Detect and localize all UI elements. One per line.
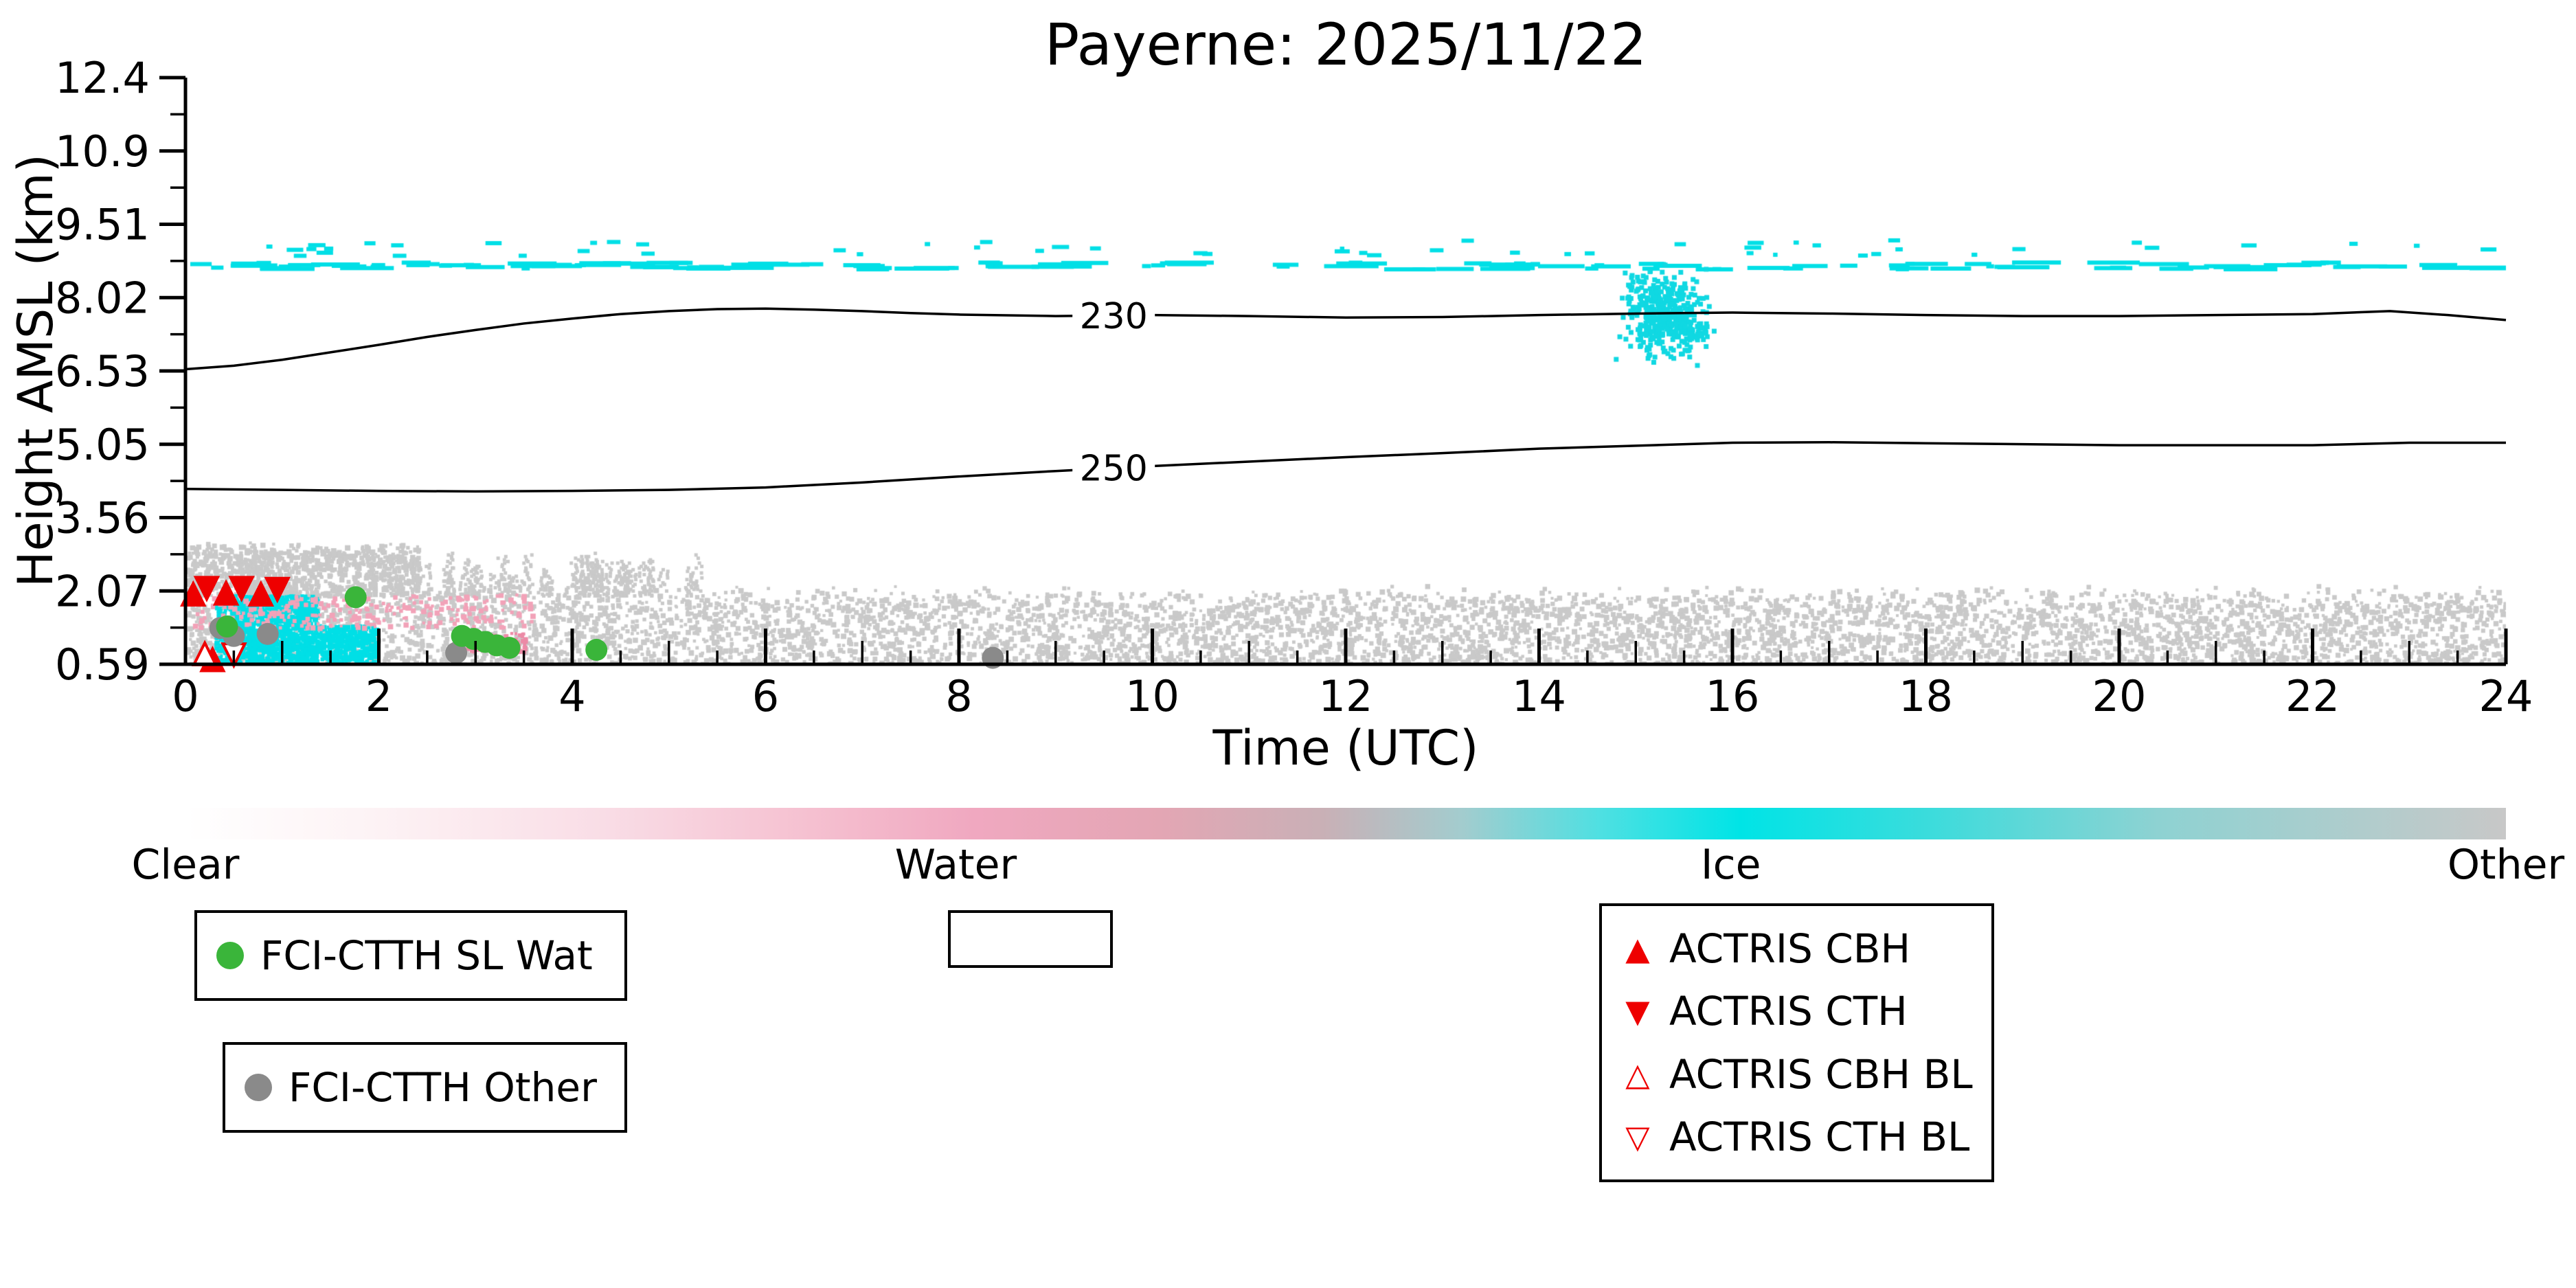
legend-row-actris-cbh-bl: △ ACTRIS CBH BL [1620, 1051, 1985, 1098]
colorbar-label-ice: Ice [1700, 841, 1761, 889]
svg-text:2.07: 2.07 [55, 566, 150, 616]
svg-text:20: 20 [2092, 671, 2147, 721]
legend-fci-sl-wat-label: FCI-CTTH SL Wat [260, 932, 593, 979]
legend-fci-other: FCI-CTTH Other [223, 1042, 627, 1133]
colorbar-label-clear: Clear [131, 841, 240, 889]
svg-text:12: 12 [1319, 671, 1373, 721]
red-open-up-triangle-icon: △ [1625, 1055, 1650, 1093]
svg-text:10: 10 [1125, 671, 1179, 721]
svg-text:4: 4 [558, 671, 585, 721]
svg-text:14: 14 [1512, 671, 1566, 721]
gray-circle-marker [245, 1074, 272, 1101]
svg-text:0.59: 0.59 [55, 640, 150, 690]
svg-text:8: 8 [945, 671, 972, 721]
svg-text:9.51: 9.51 [55, 200, 150, 250]
x-axis-label: Time (UTC) [1212, 720, 1479, 776]
legend-row-actris-cbh: ▲ ACTRIS CBH [1620, 925, 1985, 972]
legend-empty-box [948, 910, 1113, 968]
svg-text:2: 2 [365, 671, 392, 721]
legend-row-actris-cth: ▼ ACTRIS CTH [1620, 988, 1985, 1035]
svg-text:250: 250 [1080, 448, 1148, 489]
svg-text:12.4: 12.4 [55, 53, 150, 103]
svg-text:10.9: 10.9 [55, 126, 150, 177]
svg-text:6.53: 6.53 [55, 346, 150, 396]
red-down-triangle-icon: ▼ [1625, 993, 1650, 1030]
legend-row-actris-cth-bl: ▽ ACTRIS CTH BL [1620, 1114, 1985, 1160]
legend-actris-cth-bl-label: ACTRIS CTH BL [1669, 1114, 1970, 1161]
chart-title: Payerne: 2025/11/22 [1044, 11, 1647, 78]
legend-actris-cbh-label: ACTRIS CBH [1669, 925, 1911, 972]
svg-text:3.56: 3.56 [55, 493, 150, 543]
colorbar-label-other: Other [2447, 841, 2565, 889]
svg-text:18: 18 [1899, 671, 1953, 721]
svg-text:16: 16 [1706, 671, 1760, 721]
legend-fci-other-label: FCI-CTTH Other [289, 1064, 597, 1111]
legend-actris-cth-label: ACTRIS CTH [1669, 988, 1908, 1035]
legend-actris: ▲ ACTRIS CBH ▼ ACTRIS CTH △ ACTRIS CBH B… [1599, 903, 1994, 1182]
red-open-down-triangle-icon: ▽ [1625, 1118, 1650, 1156]
svg-text:5.05: 5.05 [55, 420, 150, 470]
colorbar-label-water: Water [894, 841, 1017, 889]
svg-text:230: 230 [1080, 296, 1148, 337]
svg-text:22: 22 [2285, 671, 2340, 721]
plot-axes-layer: 230 250 12.4 10.9 9.51 8.02 6.53 5.05 3.56 2.07 0.… [55, 53, 2533, 721]
svg-text:8.02: 8.02 [55, 273, 150, 323]
green-circle-marker [216, 942, 244, 969]
svg-text:24: 24 [2479, 671, 2533, 721]
y-axis-label: Height AMSL (km) [8, 154, 64, 588]
red-up-triangle-icon: ▲ [1625, 929, 1650, 967]
colorbar [185, 808, 2506, 839]
legend-fci-sl-wat: FCI-CTTH SL Wat [194, 910, 627, 1001]
svg-text:0: 0 [172, 671, 199, 721]
legend-actris-cbh-bl-label: ACTRIS CBH BL [1669, 1050, 1973, 1098]
svg-text:6: 6 [752, 671, 779, 721]
